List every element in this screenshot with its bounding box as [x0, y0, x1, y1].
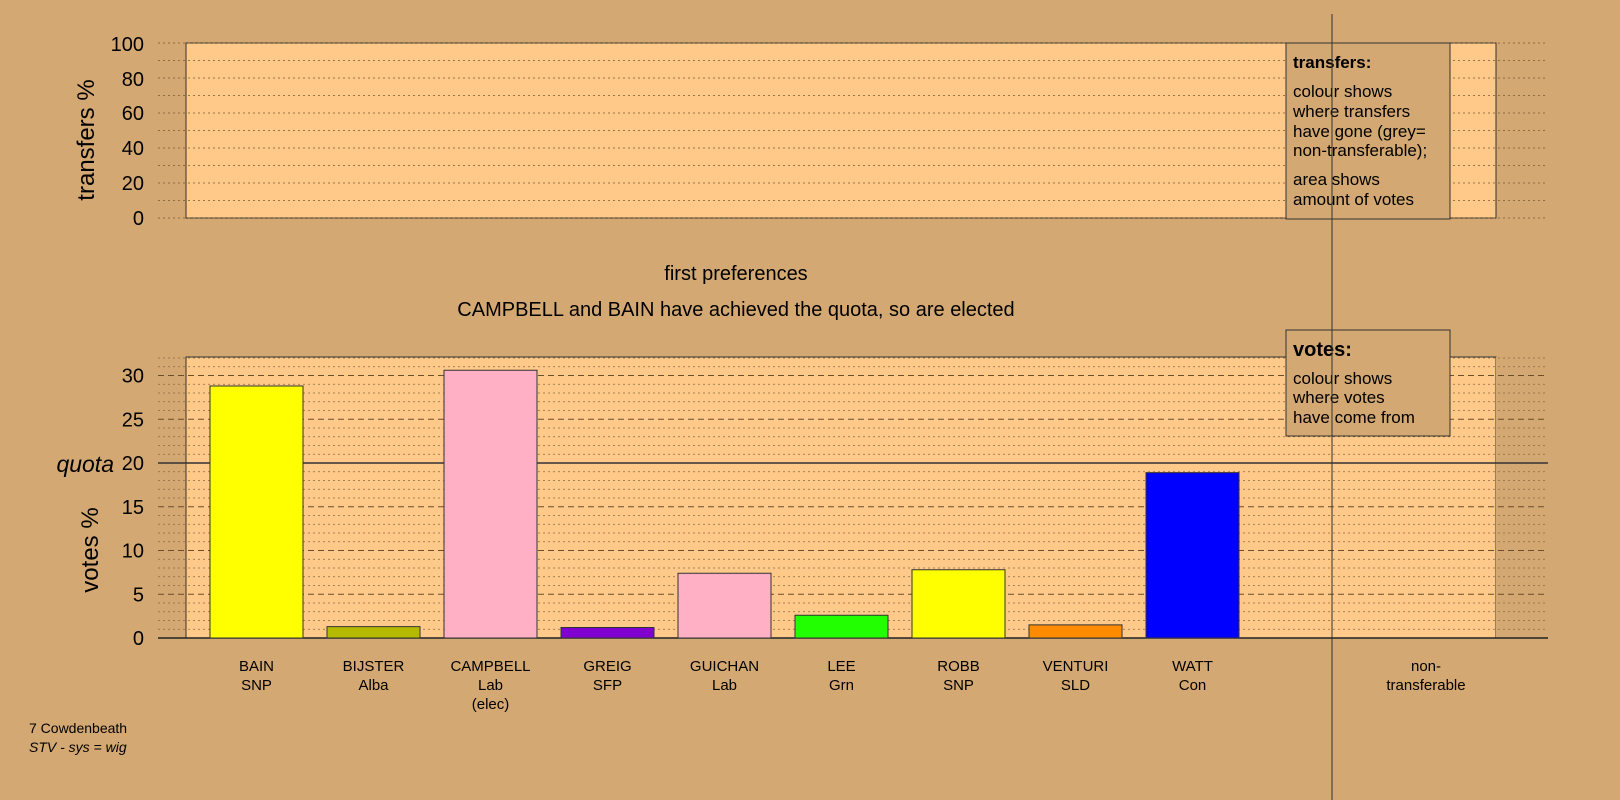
bar-greig — [560, 627, 655, 639]
votes-legend-line: have come from — [1293, 408, 1415, 427]
non-transferable-label-line1: non- — [1411, 658, 1441, 675]
candidate-name: BAIN — [239, 658, 274, 675]
transfers-panel: 0 20 40 60 80 100 transfers % transfers:… — [73, 34, 1548, 230]
votes-tick-label: 5 — [133, 584, 144, 606]
transfers-legend-line: where transfers — [1292, 102, 1410, 121]
system-label: STV - sys = wig — [29, 739, 127, 755]
transfers-legend-line: non-transferable); — [1293, 141, 1427, 160]
candidate-status: (elec) — [472, 696, 510, 713]
votes-y-axis-label: votes % — [77, 507, 104, 592]
transfers-tick-20: 20 — [122, 173, 144, 195]
candidate-party: SNP — [943, 677, 974, 694]
candidate-name: CAMPBELL — [450, 658, 530, 675]
votes-tick-label: 30 — [122, 366, 144, 388]
candidate-labels: BAIN SNP BIJSTER Alba CAMPBELL Lab (elec) GREIG… — [239, 658, 1213, 713]
votes-tick-label: 10 — [122, 541, 144, 563]
votes-legend-line: where votes — [1292, 388, 1385, 407]
non-transferable-label-line2: transferable — [1386, 677, 1465, 694]
transfers-legend-line: area shows — [1293, 170, 1380, 189]
votes-y-ticks: 0 5 10 15 20 25 30 — [122, 366, 144, 651]
transfers-legend-box — [1285, 42, 1451, 220]
candidate-name: GUICHAN — [690, 658, 759, 675]
transfers-y-axis-label: transfers % — [73, 79, 100, 200]
quota-label: quota — [56, 451, 114, 477]
votes-grid — [158, 357, 1548, 639]
candidate-party: Con — [1179, 677, 1207, 694]
candidate-party: Alba — [358, 677, 389, 694]
votes-legend-box — [1285, 329, 1451, 437]
candidate-party: SLD — [1061, 677, 1090, 694]
transfers-tick-100: 100 — [111, 34, 144, 56]
transfers-legend-line: colour shows — [1293, 82, 1392, 101]
votes-bars — [209, 369, 1240, 639]
candidate-name: BIJSTER — [343, 658, 405, 675]
transfers-tick-80: 80 — [122, 69, 144, 91]
transfers-tick-60: 60 — [122, 103, 144, 125]
votes-plot-margin — [1496, 357, 1548, 638]
ward-label: 7 Cowdenbeath — [29, 720, 127, 736]
result-message: CAMPBELL and BAIN have achieved the quot… — [457, 299, 1014, 321]
bar-lee — [794, 614, 889, 639]
candidate-name: LEE — [827, 658, 855, 675]
transfers-y-ticks: 0 20 40 60 80 100 — [111, 34, 144, 230]
votes-tick-label: 0 — [133, 628, 144, 650]
bar-bijster — [326, 626, 421, 639]
bar-venturi — [1028, 624, 1123, 639]
candidate-party: Lab — [712, 677, 737, 694]
candidate-party: SFP — [593, 677, 622, 694]
bar-bain — [209, 385, 304, 639]
votes-tick-label: 15 — [122, 497, 144, 519]
transfers-tick-40: 40 — [122, 138, 144, 160]
transfers-grid — [158, 42, 1548, 219]
candidate-party: SNP — [241, 677, 272, 694]
votes-tick-label: 20 — [122, 453, 144, 475]
transfers-legend: transfers: colour shows where transfers … — [1285, 42, 1451, 220]
votes-legend-title: votes: — [1293, 339, 1352, 361]
votes-plot-area — [185, 356, 1497, 639]
votes-legend-line: colour shows — [1293, 369, 1392, 388]
candidate-party: Grn — [829, 677, 854, 694]
bar-robb — [911, 569, 1006, 639]
transfers-legend-line: have gone (grey= — [1293, 122, 1426, 141]
candidate-name: GREIG — [583, 658, 631, 675]
bar-guichan — [677, 572, 772, 639]
transfers-legend-line: amount of votes — [1293, 190, 1414, 209]
candidate-name: ROBB — [937, 658, 980, 675]
candidate-name: WATT — [1172, 658, 1213, 675]
candidate-party: Lab — [478, 677, 503, 694]
transfers-tick-0: 0 — [133, 208, 144, 230]
votes-panel: 0 5 10 15 20 25 30 quota votes % BAIN SNP BIJSTE… — [56, 329, 1548, 713]
stage-heading: first preferences — [664, 263, 807, 285]
bar-campbell — [443, 369, 538, 639]
candidate-name: VENTURI — [1043, 658, 1109, 675]
bar-watt — [1145, 472, 1240, 639]
votes-tick-label: 25 — [122, 409, 144, 431]
votes-legend: votes: colour shows where votes have com… — [1285, 329, 1451, 437]
